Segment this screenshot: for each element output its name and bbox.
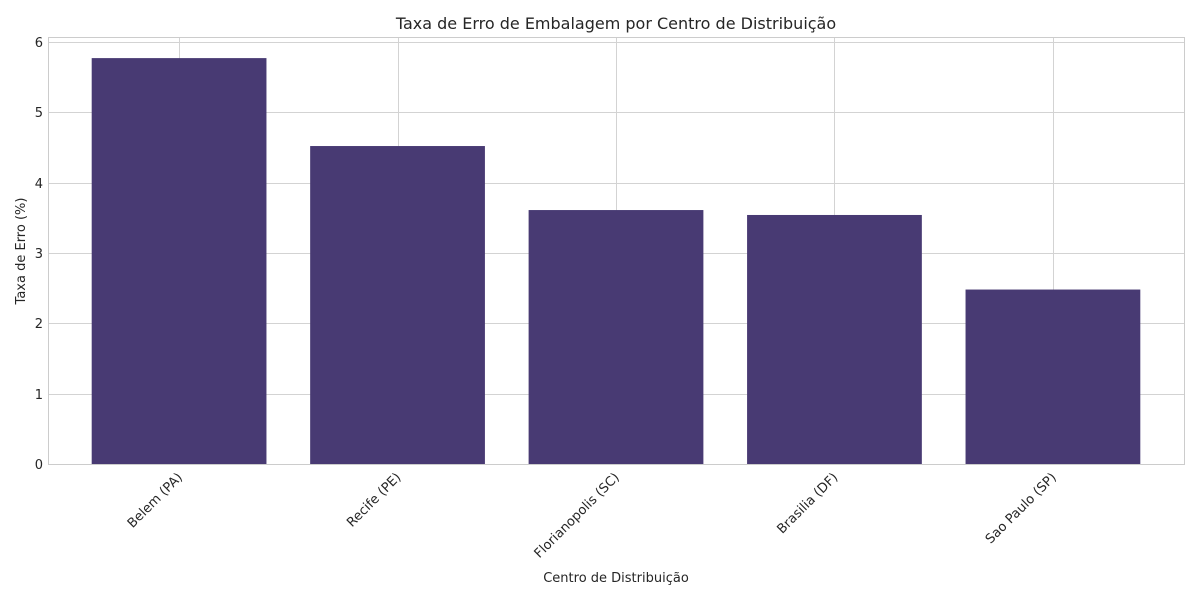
- bar: [310, 146, 485, 464]
- chart-title: Taxa de Erro de Embalagem por Centro de …: [395, 14, 836, 33]
- y-tick-label: 5: [35, 106, 43, 121]
- x-tick-label: Florianopolis (SC): [532, 470, 623, 561]
- y-tick-label: 4: [35, 177, 43, 192]
- plot-frame: [48, 37, 1185, 465]
- x-tick-labels: Belem (PA) Recife (PE) Florianopolis (SC) B…: [125, 470, 1060, 561]
- bar: [747, 214, 922, 464]
- y-tick-label: 1: [35, 388, 43, 403]
- x-tick-label: Brasilia (DF): [774, 470, 841, 537]
- y-axis-label: Taxa de Erro (%): [14, 198, 29, 306]
- x-tick-label: Sao Paulo (SP): [983, 470, 1060, 547]
- bars: [91, 58, 1141, 464]
- y-tick-labels: 0 1 2 3 4 5 6: [35, 36, 43, 473]
- y-tick-label: 6: [35, 36, 43, 51]
- bar: [528, 210, 704, 464]
- y-tick-label: 3: [35, 247, 43, 262]
- bar: [91, 58, 267, 464]
- y-tick-label: 0: [35, 458, 43, 473]
- x-axis-label: Centro de Distribuição: [543, 571, 689, 586]
- x-tick-label: Recife (PE): [344, 470, 404, 530]
- x-tick-label: Belem (PA): [125, 470, 186, 531]
- bar: [965, 289, 1141, 464]
- y-tick-label: 2: [35, 317, 43, 332]
